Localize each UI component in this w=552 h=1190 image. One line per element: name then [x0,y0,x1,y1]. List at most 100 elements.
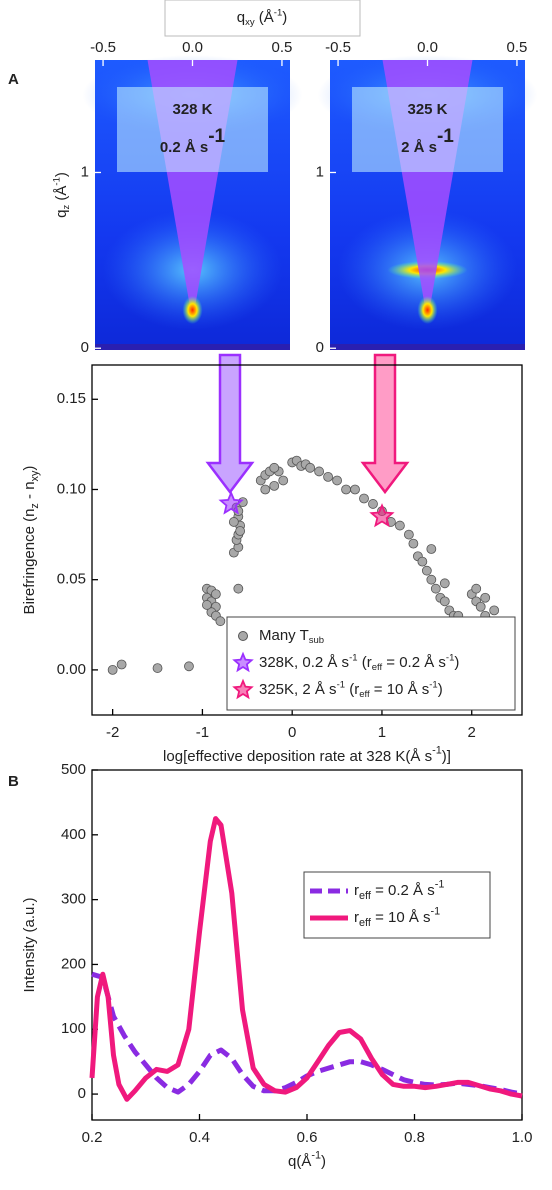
text-part: r [354,882,359,899]
x-tick-label: -2 [106,724,119,741]
point [417,556,428,567]
legend-label: 325K, 2 Å s-1 (reff = 10 Å s-1) [259,679,443,700]
legend-label: reff = 10 Å s-1 [354,905,440,928]
point [269,480,280,491]
point [228,517,239,527]
y-tick-label: 0 [78,1085,86,1102]
point [350,484,360,495]
point [215,616,226,627]
text-part: -1 [429,679,437,690]
point [184,661,194,672]
x-tick-label: 0.8 [404,1129,425,1146]
text-part: 328K, 0.2 Å s [259,654,349,671]
legend-box [226,616,516,711]
point [426,574,437,585]
point [408,538,419,549]
text-part: = 10 Å s [370,681,430,698]
point [426,544,437,554]
arrow-purple [205,353,255,495]
legend-box [303,871,491,939]
text-part: Birefringence (n [21,509,38,615]
x-axis-label: q(Å-1) [288,1149,326,1169]
annotation: 0.2 Å s-1 [160,126,226,156]
text-part: (r [358,654,372,671]
x-tick-label: 0.4 [189,1129,210,1146]
point [278,475,289,486]
point [260,484,271,495]
label-frame [164,0,361,37]
text-part: q [53,210,70,218]
y-tick-label: 0.15 [57,390,86,407]
x-axis-label: log[effective deposition rate at 328 K(Å… [163,744,451,764]
y-tick-label: 0 [316,339,324,356]
text-part: )] [442,748,451,765]
text-part: = 0.2 Å s [371,882,435,899]
annotation: 2 Å s-1 [401,126,454,156]
y-tick-label: 100 [61,1020,86,1037]
y-tick-label: 0 [81,339,89,356]
point [305,462,316,473]
point [210,589,221,600]
y-tick-label: 1 [81,163,89,180]
text-part: = 0.2 Å s [382,654,446,671]
y-tick-label: 400 [61,826,86,843]
point [359,493,369,504]
point [403,529,414,540]
text-part: q [237,9,245,26]
point [430,583,441,594]
y-axis-label: qz (Å-1) [51,172,72,218]
x-tick-label: 0 [288,724,296,741]
y-tick-label: 0.10 [57,480,86,497]
text-part: ) [282,9,287,26]
point [107,664,118,675]
text-part: = 10 Å s [371,909,431,926]
star-point [218,490,244,515]
x-tick-label: -1 [196,724,209,741]
y-tick-label: 500 [61,761,86,778]
series-line [89,816,523,1102]
point [269,462,280,473]
point [421,565,432,576]
annotation: 328 K [172,101,212,118]
specular-spot [182,296,203,324]
panel-label: B [8,773,19,790]
point [395,520,405,531]
text-part: xy [29,470,41,481]
text-part: eff [359,689,370,700]
point [233,583,244,594]
x-tick-label: 0.5 [507,39,528,56]
text-part: eff [359,917,372,929]
text-part: ) [438,681,443,698]
point [116,659,127,670]
annotation-box [117,87,268,172]
text-part: -1 [274,7,282,18]
text-part: xy [245,17,255,28]
y-tick-label: 0.00 [57,661,86,678]
legend-marker [232,651,254,673]
plot-frame [91,364,523,716]
y-axis-label: Birefringence (nz - nxy) [21,466,41,615]
text-part: -1 [51,177,62,185]
text-part: -1 [435,878,445,890]
point [332,475,342,486]
text-part: -1 [446,652,454,663]
star-point [369,503,395,528]
text-part: r [354,909,359,926]
text-part: 325K, 2 Å s [259,681,337,698]
point [475,601,486,612]
text-part: Many T [259,627,309,644]
text-part: (r [345,681,359,698]
x-tick-label: 0.5 [272,39,293,56]
text-part: eff [359,890,372,902]
x-axis-label: qxy (Å-1) [237,7,288,28]
x-tick-label: 0.0 [417,39,438,56]
text-part: -1 [431,905,441,917]
text-part: 2 Å s [401,139,437,156]
point [152,663,163,673]
text-part: ) [53,172,70,177]
legend-label: Many Tsub [259,627,324,646]
point [489,605,500,616]
text-part: -1 [432,744,442,756]
